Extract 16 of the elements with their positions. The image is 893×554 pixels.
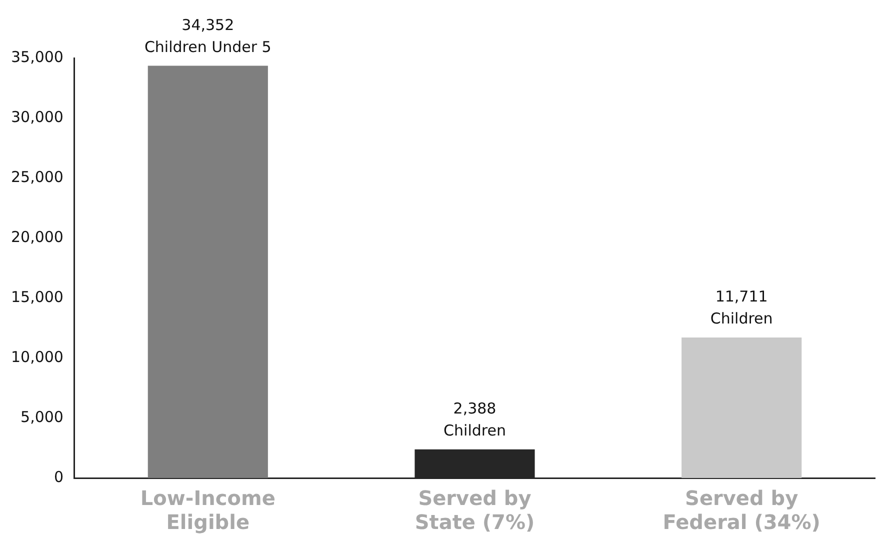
y-tick-label: 5,000 bbox=[20, 408, 64, 426]
y-tick-label: 35,000 bbox=[10, 48, 64, 66]
x-tick-label: Served by Federal (34%) bbox=[662, 486, 820, 534]
data-label: 34,352 Children Under 5 bbox=[144, 16, 272, 56]
y-tick-label: 10,000 bbox=[10, 348, 64, 366]
y-tick-label: 0 bbox=[54, 468, 64, 486]
data-label: 2,388 Children bbox=[444, 399, 506, 440]
x-tick-label: Low-Income Eligible bbox=[140, 486, 276, 534]
y-tick-label: 15,000 bbox=[10, 288, 64, 306]
y-tick-label: 25,000 bbox=[10, 168, 64, 186]
y-tick-label: 20,000 bbox=[10, 228, 64, 246]
bar bbox=[682, 337, 802, 478]
data-label: 11,711 Children bbox=[710, 287, 773, 328]
bar bbox=[148, 66, 268, 478]
y-tick-label: 30,000 bbox=[10, 108, 64, 126]
x-tick-label: Served by State (7%) bbox=[414, 486, 535, 534]
